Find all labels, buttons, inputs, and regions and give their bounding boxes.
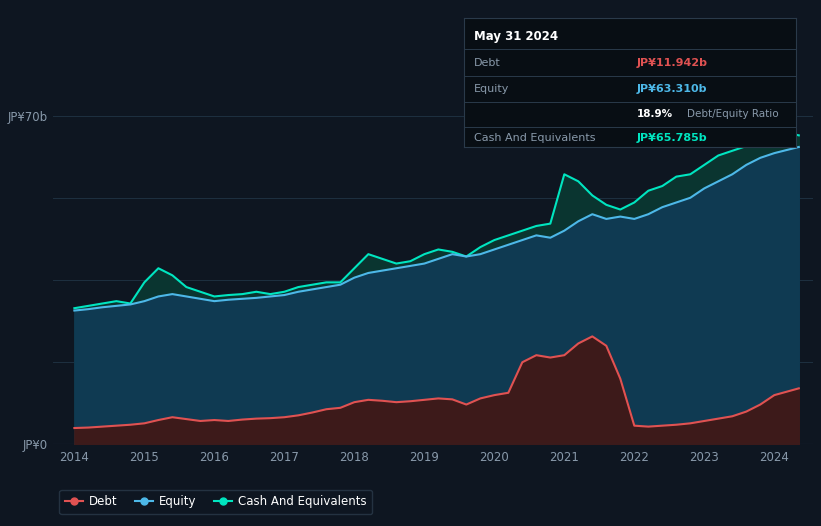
Text: Debt/Equity Ratio: Debt/Equity Ratio (686, 109, 778, 119)
Text: JP¥63.310b: JP¥63.310b (637, 84, 707, 94)
Legend: Debt, Equity, Cash And Equivalents: Debt, Equity, Cash And Equivalents (59, 490, 372, 514)
Text: 18.9%: 18.9% (637, 109, 673, 119)
Text: Equity: Equity (474, 84, 509, 94)
Text: JP¥65.785b: JP¥65.785b (637, 133, 708, 143)
Text: Cash And Equivalents: Cash And Equivalents (474, 133, 595, 143)
Text: May 31 2024: May 31 2024 (474, 30, 558, 43)
Text: JP¥11.942b: JP¥11.942b (637, 58, 708, 68)
Text: Debt: Debt (474, 58, 501, 68)
